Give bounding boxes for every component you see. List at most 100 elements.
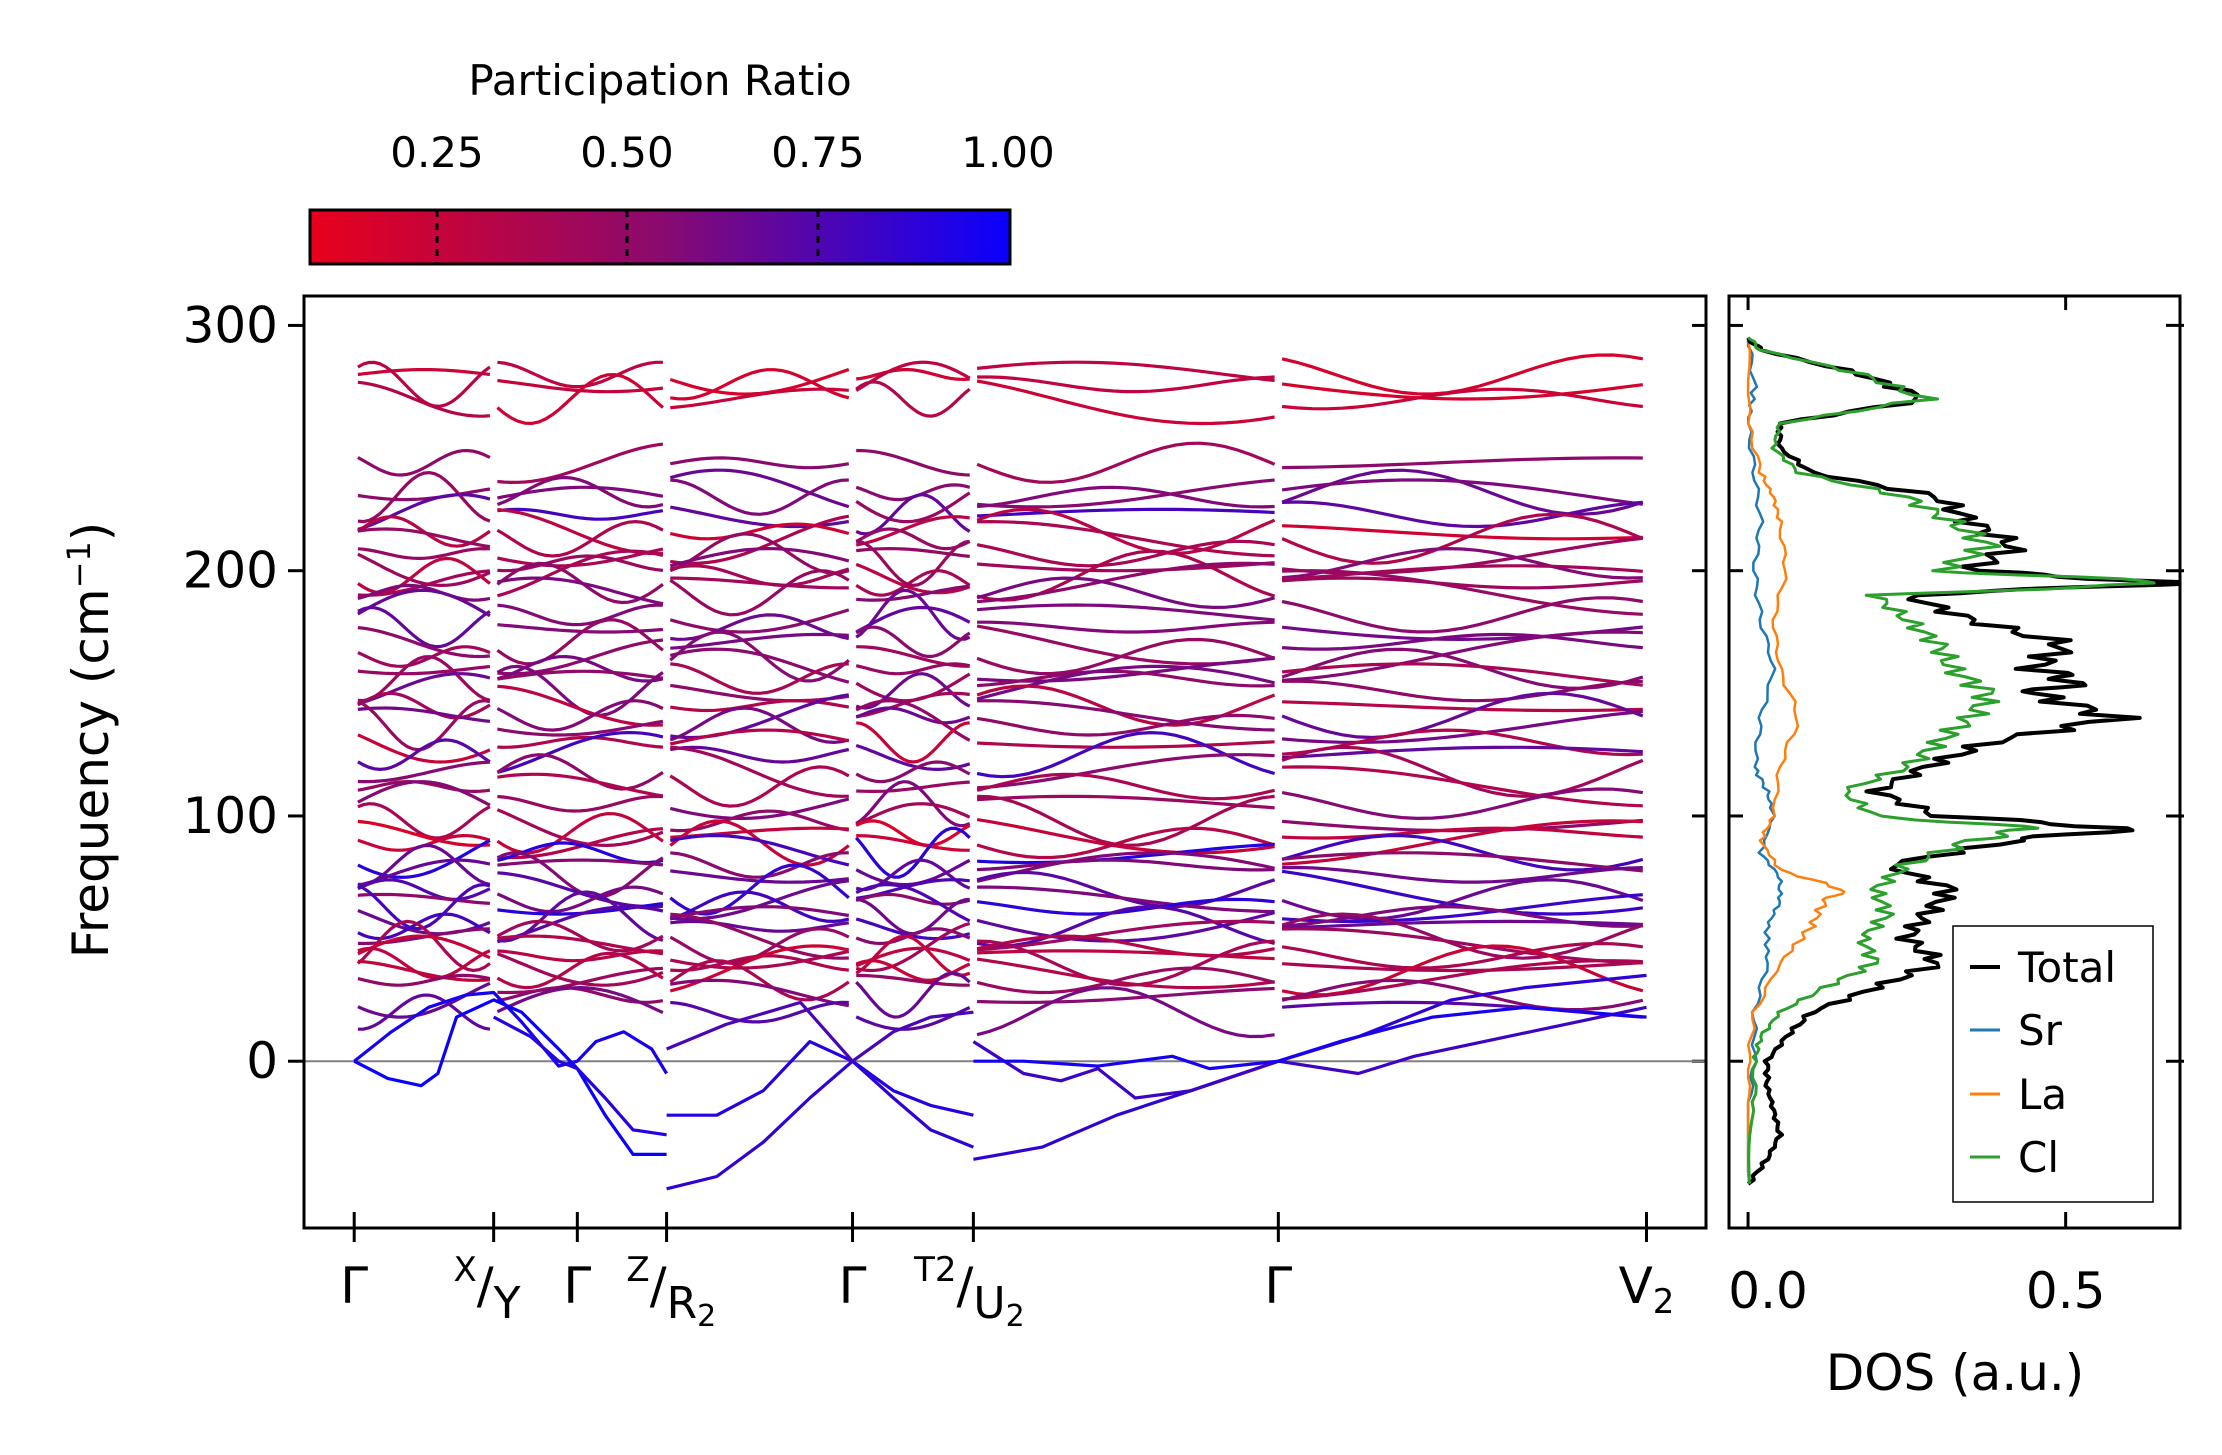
- phonon-band-line: [1281, 893, 1643, 923]
- legend-label-la: La: [2018, 1070, 2067, 1119]
- phonon-band-line: [497, 794, 663, 813]
- phonon-band-line: [357, 760, 490, 784]
- phonon-band-line: [977, 794, 1275, 810]
- legend-label-cl: Cl: [2018, 1133, 2059, 1182]
- phonon-band-line: [357, 569, 491, 597]
- phonon-band-line: [977, 986, 1275, 1005]
- phonon-band-line: [976, 561, 1275, 573]
- phonon-bands: [353, 353, 1647, 1191]
- phonon-band-line: [496, 519, 664, 558]
- phonon-band-line: [855, 883, 971, 923]
- phonon-band-line: [976, 485, 1275, 509]
- soft-mode-line: [665, 1000, 974, 1063]
- phonon-band-line: [1281, 851, 1643, 873]
- phonon-band-line: [357, 645, 491, 668]
- phonon-band-line: [1282, 500, 1643, 529]
- phonon-band-line: [497, 684, 663, 727]
- phonon-band-line: [855, 569, 971, 597]
- phonon-band-line: [357, 843, 491, 887]
- phonon-band-line: [976, 818, 1275, 855]
- kpoint-label: Z/: [626, 1250, 666, 1315]
- phonon-band-line: [357, 527, 491, 549]
- phonon-band-line: [856, 973, 970, 987]
- phonon-band-line: [976, 966, 1275, 995]
- phonon-band-line: [357, 934, 491, 960]
- phonon-band-line: [357, 738, 491, 772]
- y-tick-label: 0: [246, 1032, 278, 1090]
- phonon-band-line: [855, 672, 971, 703]
- phonon-band-line: [497, 485, 664, 500]
- kpoint-label: Γ: [1264, 1257, 1292, 1315]
- phonon-band-line: [357, 493, 491, 531]
- phonon-band-line: [855, 662, 970, 676]
- phonon-band-line: [976, 360, 1275, 383]
- kpoint-label: V2: [1619, 1257, 1675, 1322]
- phonon-band-line: [496, 549, 664, 598]
- phonon-band-line: [976, 441, 1276, 484]
- soft-mode-line: [666, 1040, 974, 1117]
- phonon-band-line: [497, 949, 663, 963]
- phonon-band-line: [855, 493, 971, 536]
- phonon-band-line: [670, 1000, 849, 1024]
- y-tick-label: 300: [183, 296, 278, 354]
- phonon-band-line: [496, 808, 664, 848]
- phonon-band-line: [855, 625, 971, 658]
- phonon-band-line: [977, 794, 1275, 847]
- phonon-band-line: [357, 380, 491, 418]
- phonon-band-line: [357, 605, 491, 649]
- phonon-band-line: [1282, 745, 1643, 760]
- phonon-band-line: [976, 561, 1275, 604]
- phonon-band-line: [497, 966, 663, 995]
- phonon-band-line: [1282, 456, 1643, 470]
- phonon-band-line: [976, 507, 1276, 556]
- phonon-band-line: [976, 603, 1275, 622]
- colorbar-tick-label: 0.25: [390, 128, 484, 177]
- phonon-band-line: [1281, 834, 1644, 872]
- phonon-band-line: [976, 905, 1275, 948]
- phonon-band-line: [669, 647, 850, 684]
- phonon-band-line: [497, 934, 664, 956]
- phonon-band-line: [669, 797, 850, 820]
- phonon-band-line: [497, 507, 664, 521]
- phonon-band-line: [357, 583, 491, 602]
- phonon-band-line: [856, 448, 970, 477]
- phonon-band-line: [357, 993, 491, 1031]
- phonon-band-line: [357, 448, 491, 477]
- phonon-band-line: [976, 911, 1275, 943]
- phonon-band-line: [1281, 709, 1643, 745]
- phonon-band-line: [855, 802, 971, 826]
- phonon-band-line: [497, 669, 664, 681]
- phonon-band-line: [670, 387, 849, 410]
- colorbar-label: Participation Ratio: [468, 56, 851, 105]
- phonon-band-line: [977, 375, 1275, 394]
- phonon-band-line: [1282, 959, 1643, 1001]
- phonon-band-line: [357, 626, 491, 659]
- phonon-band-line: [1281, 912, 1644, 960]
- phonon-band-line: [856, 780, 970, 793]
- phonon-band-line: [669, 706, 850, 745]
- phonon-band-line: [497, 719, 664, 737]
- dos-curves: [1746, 336, 2180, 1186]
- phonon-band-line: [1282, 765, 1643, 808]
- dos-curve-sr: [1746, 337, 1784, 1185]
- phonon-band-line: [497, 772, 664, 798]
- phonon-band-line: [357, 487, 491, 502]
- phonon-band-line: [1281, 387, 1643, 411]
- phonon-band-line: [357, 368, 491, 377]
- dos-curve-total: [1746, 336, 2180, 1186]
- phonon-band-line: [1281, 728, 1643, 757]
- phonon-band-line: [357, 706, 491, 723]
- phonon-band-line: [497, 905, 664, 944]
- phonon-band-line: [977, 620, 1275, 634]
- phonon-band-line: [670, 662, 849, 695]
- phonon-band-line: [855, 360, 971, 392]
- phonon-band-line: [855, 743, 971, 772]
- y-tick-label: 100: [183, 787, 278, 845]
- phonon-band-line: [496, 730, 664, 774]
- phonon-band-line: [496, 885, 664, 914]
- phonon-band-line: [1282, 919, 1643, 930]
- phonon-band-line: [1281, 787, 1644, 821]
- phonon-band-line: [1281, 576, 1643, 590]
- phonon-band-line: [854, 826, 971, 879]
- phonon-band-line: [976, 897, 1275, 916]
